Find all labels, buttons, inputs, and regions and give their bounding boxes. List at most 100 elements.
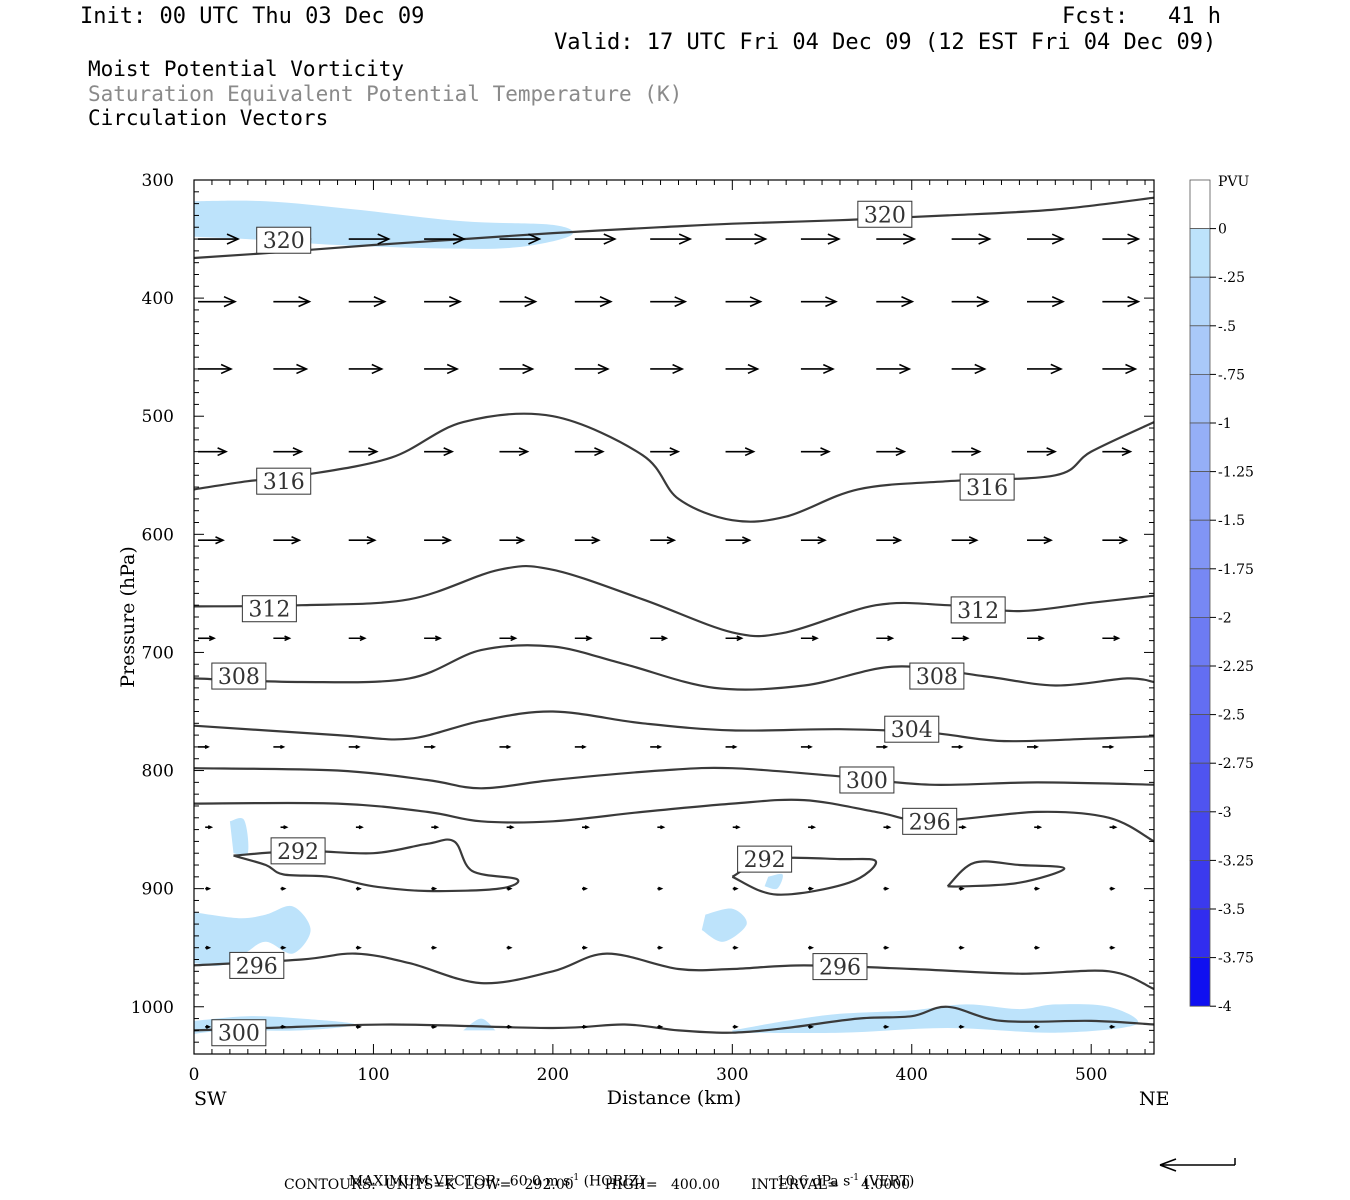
vector-head [902,233,917,245]
contour-label-296: 296 [819,956,861,981]
circulation-vector [800,447,831,457]
circulation-vector [958,945,965,950]
circulation-vector [1034,945,1041,950]
colorbar-swatch-12 [1189,762,1211,813]
colorbar-label: -1 [1218,416,1232,432]
circulation-vector [1102,744,1115,749]
vector-head [597,363,610,375]
vector-head [742,536,752,545]
contour-label-box [256,226,312,254]
vector-head [366,535,377,545]
vector-head [886,825,892,830]
circulation-vector [800,744,813,749]
circulation-vector [424,744,437,749]
colorbar-swatch-15 [1189,908,1211,958]
y-axis-label: Pressure (hPa) [117,546,139,688]
vector-head [507,945,513,950]
vector-head [959,886,965,891]
vector-head [528,233,542,245]
circulation-vector [574,233,617,245]
x-end-label-sw: SW [194,1088,227,1110]
circulation-vector [1034,1024,1041,1029]
circulation-vector [1109,945,1116,950]
vector-head [430,744,437,749]
circulation-vector [800,635,819,642]
vector-head [377,233,391,245]
circulation-vector [198,295,237,308]
contour-label-box [211,1019,267,1047]
vector-head [974,363,987,375]
vector-head [359,635,367,642]
vector-head [223,295,237,308]
circulation-vector [1027,233,1065,245]
vector-head [958,744,964,749]
circulation-vector [348,363,384,375]
contour-label-308: 308 [218,665,260,690]
vector-head [1127,296,1141,308]
contour-line-304-4 [193,710,1155,743]
circulation-vector [1034,825,1043,830]
circulation-vector [1102,447,1133,457]
contour-label-box [229,951,285,979]
contour-line-296-6 [193,798,1155,843]
vector-head [358,825,364,830]
circulation-vector [657,945,664,950]
circulation-vector [725,233,768,245]
circulation-vector [424,363,460,375]
circulation-vector [657,1024,664,1029]
vector-head [441,535,453,545]
circulation-vector [348,447,379,457]
vector-head [747,363,760,375]
circulation-vector [348,635,367,642]
colorbar-label: -.25 [1218,270,1245,286]
theta-contour-layer [193,196,1155,1034]
vector-head [284,635,292,642]
footer-vert-vector: 10.6 dPa s-1 (VERT) [768,1157,914,1190]
circulation-vector [650,363,685,375]
vector-head [970,447,982,457]
vector-head [678,233,693,245]
colorbar-label: -2 [1218,610,1232,626]
circulation-vector [732,886,739,891]
contour-label-308: 308 [916,665,958,690]
vector-head [822,363,835,375]
circulation-vector [582,945,588,950]
vector-head [215,536,225,545]
vector-head [1125,363,1138,375]
contour-line-292-9 [233,838,520,893]
colorbar-title: PVU [1218,174,1250,190]
vector-head [582,886,588,891]
max-vector-label: MAXIMUM VECTOR: [348,1173,501,1190]
circulation-vector [506,825,515,830]
vector-head [810,825,817,830]
vector-head [582,1024,588,1029]
vector-head [962,635,970,642]
valid-time: Valid: 17 UTC Fri 04 Dec 09 (12 EST Fri … [554,30,1217,55]
vector-head [733,1024,739,1029]
circulation-vector [273,535,302,545]
circulation-vector [650,296,688,308]
circulation-vector [883,886,890,891]
contour-label-316: 316 [263,470,305,495]
circulation-vector [650,536,677,545]
pv-shade-region-3 [701,908,747,942]
vector-head [208,635,216,642]
circulation-vector [355,886,362,891]
vector-head [976,296,990,308]
circulation-vector [1034,886,1041,891]
colorbar-swatch-14 [1189,860,1211,910]
title-line-3: Circulation Vectors [88,106,329,130]
vector-head [732,744,738,749]
contour-label-box [211,662,267,690]
vector-head [371,363,384,375]
circulation-vector [876,233,917,245]
circulation-vector [951,363,987,375]
pv-shade-region-6 [463,1018,496,1031]
colorbar-label: 0 [1218,222,1227,238]
vector-head [1110,945,1116,950]
pv-shade-region-1 [229,817,249,856]
vector-head [961,825,967,830]
vector-head [603,233,617,245]
circulation-vector [205,825,214,830]
forecast-hour: Fcst: 41 h [1062,4,1221,29]
